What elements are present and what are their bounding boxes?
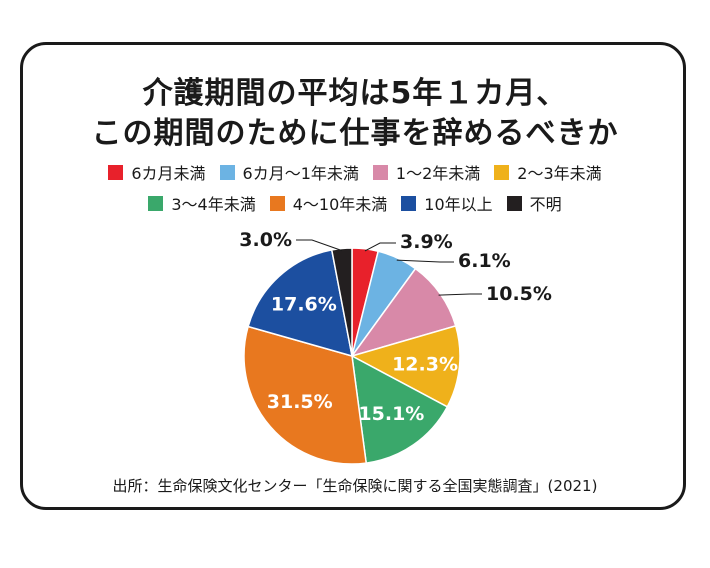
legend-swatch [506, 195, 522, 211]
slice-value-label: 10.5% [486, 283, 552, 305]
slice-value-label: 3.9% [400, 231, 453, 253]
legend-swatch [494, 164, 510, 180]
legend-label: 3〜4年未満 [171, 195, 256, 214]
legend-item: 6カ月未満 [108, 160, 206, 184]
slice-value-label: 6.1% [458, 250, 511, 272]
legend-item: 10年以上 [401, 191, 493, 215]
slice-value-label: 17.6% [271, 293, 337, 315]
leader-line [396, 259, 454, 263]
pie-slice [330, 247, 353, 357]
slice-value-label: 15.1% [358, 403, 424, 425]
legend-label: 4〜10年未満 [292, 195, 388, 214]
legend-swatch [148, 195, 164, 211]
chart-title-line1: 介護期間の平均は5年１カ月、 [142, 76, 568, 111]
legend-row-2: 3〜4年未満 4〜10年未満 10年以上 不明 [0, 191, 710, 215]
legend-row-1: 6カ月未満 6カ月〜1年未満 1〜2年未満 2〜3年未満 [0, 160, 710, 184]
legend-swatch [219, 164, 235, 180]
legend-swatch [401, 195, 417, 211]
legend-item: 6カ月〜1年未満 [219, 160, 359, 184]
slice-value-label: 12.3% [392, 354, 458, 376]
legend-swatch [372, 164, 388, 180]
legend-label: 6カ月未満 [131, 164, 206, 183]
pie-slice [350, 267, 457, 358]
pie-slice [243, 325, 368, 465]
source-note: 出所：生命保険文化センター「生命保険に関する全国実態調査」(2021) [112, 477, 598, 495]
pie-slice [350, 324, 461, 408]
legend-item: 不明 [506, 191, 562, 215]
legend-label: 不明 [529, 195, 562, 214]
legend-label: 10年以上 [424, 195, 493, 214]
legend-item: 2〜3年未満 [494, 160, 602, 184]
legend-label: 6カ月〜1年未満 [242, 164, 359, 183]
legend-label: 1〜2年未満 [395, 164, 481, 183]
legend-item: 1〜2年未満 [372, 160, 481, 184]
chart-title-line2: この期間のために仕事を辞めるべきか [91, 116, 619, 151]
leader-line [438, 293, 482, 296]
legend-item: 3〜4年未満 [148, 191, 256, 215]
legend-swatch [108, 164, 124, 180]
legend-label: 2〜3年未満 [517, 164, 602, 183]
slice-value-label: 3.0% [239, 229, 292, 251]
pie-slice [351, 354, 449, 464]
pie-slice [247, 249, 353, 358]
legend-item: 4〜10年未満 [269, 191, 388, 215]
legend-swatch [269, 195, 285, 211]
leader-line [296, 239, 343, 252]
slice-value-label: 31.5% [267, 391, 333, 413]
leader-line [364, 242, 396, 252]
